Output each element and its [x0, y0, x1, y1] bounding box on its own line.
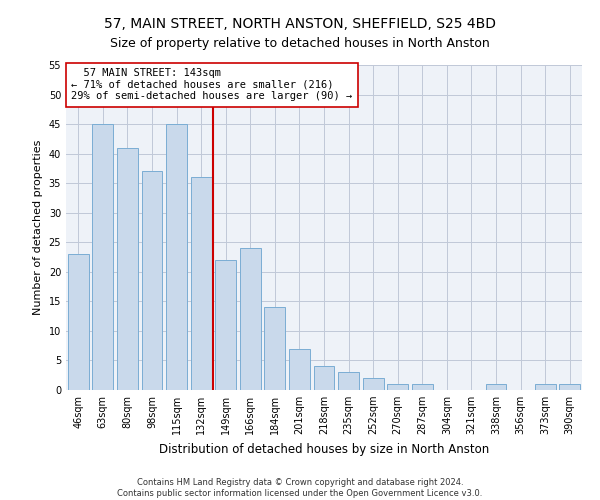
- Bar: [387, 384, 408, 390]
- Y-axis label: Number of detached properties: Number of detached properties: [33, 140, 43, 315]
- Bar: [92, 124, 113, 390]
- Bar: [559, 384, 580, 390]
- Text: Contains HM Land Registry data © Crown copyright and database right 2024.
Contai: Contains HM Land Registry data © Crown c…: [118, 478, 482, 498]
- Text: 57 MAIN STREET: 143sqm
← 71% of detached houses are smaller (216)
29% of semi-de: 57 MAIN STREET: 143sqm ← 71% of detached…: [71, 68, 352, 102]
- Bar: [215, 260, 236, 390]
- Bar: [314, 366, 334, 390]
- Text: Size of property relative to detached houses in North Anston: Size of property relative to detached ho…: [110, 38, 490, 51]
- Bar: [485, 384, 506, 390]
- Bar: [338, 372, 359, 390]
- Bar: [166, 124, 187, 390]
- Bar: [117, 148, 138, 390]
- Text: 57, MAIN STREET, NORTH ANSTON, SHEFFIELD, S25 4BD: 57, MAIN STREET, NORTH ANSTON, SHEFFIELD…: [104, 18, 496, 32]
- Bar: [362, 378, 383, 390]
- Bar: [142, 172, 163, 390]
- Bar: [535, 384, 556, 390]
- Bar: [191, 178, 212, 390]
- Bar: [289, 348, 310, 390]
- Bar: [265, 308, 286, 390]
- X-axis label: Distribution of detached houses by size in North Anston: Distribution of detached houses by size …: [159, 442, 489, 456]
- Bar: [412, 384, 433, 390]
- Bar: [68, 254, 89, 390]
- Bar: [240, 248, 261, 390]
